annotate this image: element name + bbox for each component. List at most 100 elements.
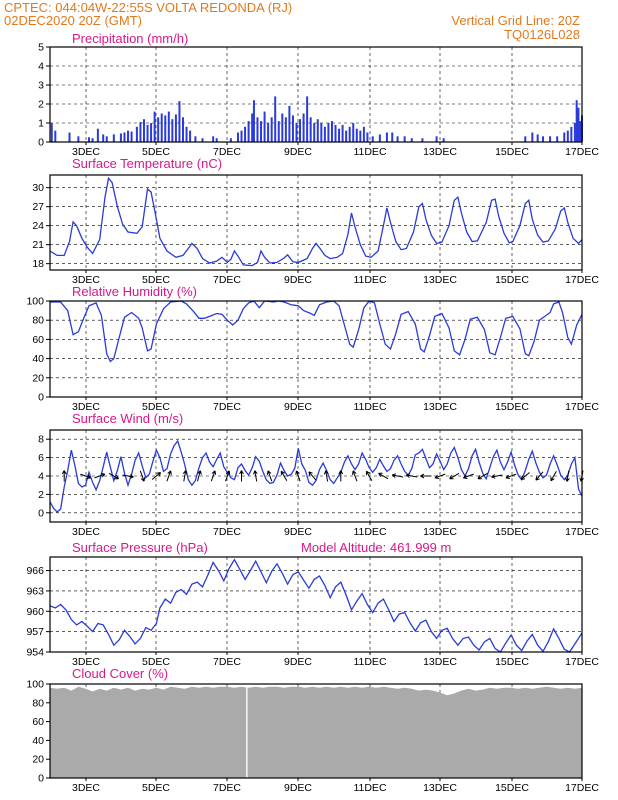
- ytick-label: 24: [32, 220, 44, 232]
- ytick-label: 21: [32, 239, 44, 251]
- wind-arrow: [550, 470, 557, 482]
- wind-arrow: [151, 472, 162, 480]
- grid-temperature: [50, 175, 582, 270]
- precip-bar: [167, 111, 170, 142]
- precip-bar: [252, 100, 255, 142]
- ytick-label: 80: [32, 697, 44, 709]
- xtick-label: 11DEC: [353, 401, 386, 413]
- wind-arrow: [308, 471, 317, 481]
- wind-arrow: [266, 470, 273, 482]
- panel-title-wind: Surface Wind (m/s): [72, 411, 183, 426]
- ytick-label: 2: [38, 489, 44, 501]
- xtick-label: 15DEC: [495, 274, 529, 286]
- precip-bar: [229, 138, 232, 142]
- wind-arrow: [520, 472, 530, 480]
- cloud-area: [50, 686, 582, 778]
- frame-cloud: [49, 683, 583, 779]
- xtick-label: 11DEC: [353, 146, 386, 158]
- series-precip: [50, 96, 583, 142]
- frame-humidity: [49, 300, 583, 398]
- precip-bar: [378, 134, 381, 142]
- precip-bar: [295, 123, 298, 142]
- wind-arrow: [80, 473, 91, 479]
- ytick-label: 20: [32, 372, 44, 384]
- wind-arrow: [505, 473, 517, 479]
- wind-line: [49, 439, 583, 513]
- ytick-label: 3: [38, 80, 44, 92]
- xtick-label: 9DEC: [284, 782, 312, 794]
- temperature-line: [49, 176, 583, 267]
- precip-bar: [313, 123, 316, 142]
- panel-precip: Precipitation (mm/h) 0 1 2 3 4 5 3DEC 5DEC 7DEC 9D…: [38, 31, 599, 158]
- ytick-label: 8: [38, 434, 44, 446]
- grid-wind: [50, 430, 582, 522]
- precip-bar: [130, 131, 133, 142]
- precip-bar: [330, 121, 333, 142]
- ytick-label: 0: [38, 773, 44, 785]
- precip-bar: [442, 138, 445, 142]
- precip-bar: [284, 117, 287, 142]
- ytick-label: 960: [26, 606, 44, 618]
- precip-bar: [531, 132, 534, 142]
- xtick-label: 15DEC: [495, 782, 529, 794]
- precip-bar: [577, 107, 580, 142]
- xtick-label: 7DEC: [213, 274, 241, 286]
- precip-bar: [549, 136, 552, 142]
- precip-bar: [299, 119, 302, 142]
- precip-bar: [68, 132, 71, 142]
- wind-arrow: [122, 474, 134, 479]
- precip-bar: [306, 96, 309, 142]
- xtick-label: 5DEC: [142, 274, 170, 286]
- precip-bar: [142, 119, 145, 142]
- precip-bar: [302, 113, 305, 142]
- precip-bar: [91, 138, 94, 142]
- precip-bar: [566, 130, 569, 142]
- panel-title-precip: Precipitation (mm/h): [72, 31, 188, 46]
- wind-arrow: [535, 471, 544, 481]
- panel-cloud: Cloud Cover (%) 0 20 40 60 80 100 3DEC 5DEC 7DEC 9…: [26, 666, 599, 794]
- precip-bar: [355, 128, 358, 142]
- precip-bar: [281, 113, 284, 142]
- precip-bar: [171, 119, 174, 142]
- precip-bar: [391, 132, 394, 142]
- header-location: CPTEC: 044:04W-22:55S VOLTA REDONDA (RJ): [4, 0, 292, 15]
- precip-bar: [366, 132, 369, 142]
- xtick-label: 13DEC: [423, 526, 457, 538]
- precip-bar: [164, 115, 167, 142]
- xtick-label: 15DEC: [495, 656, 529, 668]
- ytick-label: 20: [32, 754, 44, 766]
- wind-arrow: [420, 473, 432, 479]
- panel-title-pressure: Surface Pressure (hPa): [72, 540, 208, 555]
- wind-arrow: [239, 470, 244, 482]
- xtick-label: 7DEC: [213, 656, 241, 668]
- precip-bar: [309, 117, 312, 142]
- wind-arrow: [477, 472, 488, 480]
- wind-arrow: [378, 472, 389, 480]
- wind-arrow: [565, 470, 570, 482]
- grid-pressure: [50, 557, 582, 652]
- xtick-label: 3DEC: [72, 401, 100, 413]
- precip-bar: [153, 111, 156, 142]
- grid-precip: [50, 47, 582, 142]
- precip-bar: [251, 113, 254, 142]
- precip-bar: [105, 136, 108, 142]
- precip-bar: [274, 96, 277, 142]
- wind-arrow: [462, 473, 474, 479]
- precip-bar: [524, 136, 527, 142]
- precip-bar: [575, 100, 578, 142]
- precip-bar: [352, 123, 355, 142]
- wind-arrow: [253, 470, 258, 482]
- xtick-label: 11DEC: [353, 526, 386, 538]
- precip-bar: [267, 123, 270, 142]
- ytick-label: 40: [32, 353, 44, 365]
- precip-bar: [119, 133, 122, 142]
- header-model-code: TQ0126L028: [504, 27, 580, 42]
- ytick-label: 1: [38, 118, 44, 130]
- precip-bar: [236, 132, 239, 142]
- precip-bar: [102, 134, 105, 142]
- ytick-label: 4: [38, 471, 44, 483]
- xtick-label: 7DEC: [213, 146, 241, 158]
- xtick-label: 11DEC: [353, 782, 386, 794]
- precip-bar: [541, 136, 544, 142]
- precip-bar: [334, 124, 337, 142]
